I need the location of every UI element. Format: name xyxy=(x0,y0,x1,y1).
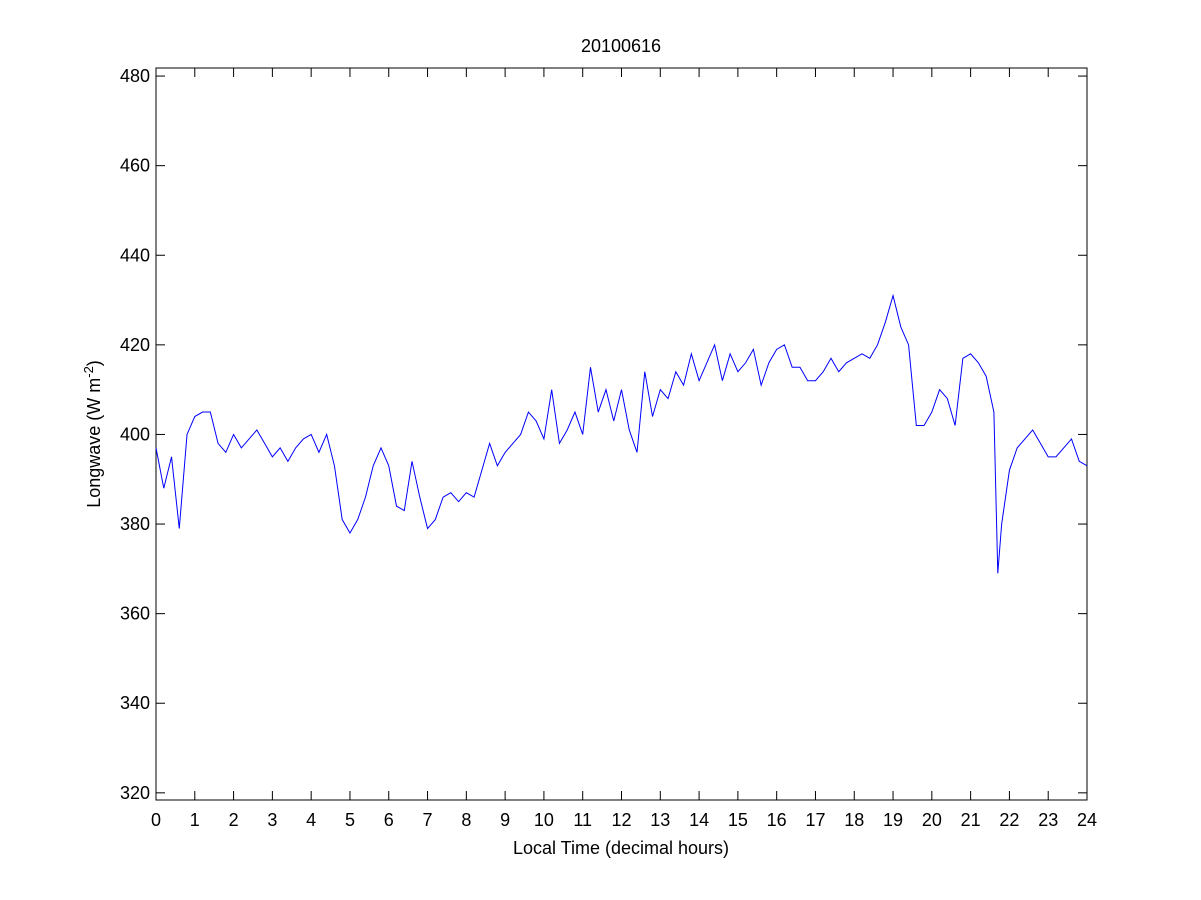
x-tick-label: 11 xyxy=(573,810,592,830)
y-tick-label: 440 xyxy=(120,245,150,265)
y-tick-label: 480 xyxy=(120,66,150,86)
x-tick-label: 22 xyxy=(999,810,1019,830)
y-tick-label: 340 xyxy=(120,693,150,713)
x-tick-label: 8 xyxy=(461,810,471,830)
y-tick-label: 460 xyxy=(120,156,150,176)
x-tick-label: 7 xyxy=(423,810,433,830)
x-axis-label: Local Time (decimal hours) xyxy=(513,838,729,858)
chart-title: 20100616 xyxy=(581,36,661,56)
x-tick-label: 14 xyxy=(689,810,709,830)
x-tick-label: 1 xyxy=(190,810,200,830)
y-axis-label: Longwave (W m-2) xyxy=(81,360,104,508)
y-tick-label: 320 xyxy=(120,783,150,803)
x-tick-label: 4 xyxy=(306,810,316,830)
x-tick-label: 21 xyxy=(961,810,981,830)
x-tick-label: 0 xyxy=(151,810,161,830)
x-tick-label: 9 xyxy=(500,810,510,830)
x-tick-label: 10 xyxy=(534,810,554,830)
x-tick-label: 17 xyxy=(805,810,825,830)
x-tick-label: 12 xyxy=(611,810,631,830)
x-tick-label: 19 xyxy=(883,810,903,830)
y-label-text: Longwave (W m xyxy=(84,378,104,508)
y-tick-label: 380 xyxy=(120,514,150,534)
x-tick-label: 24 xyxy=(1077,810,1097,830)
y-label-superscript: -2 xyxy=(81,366,96,378)
data-line xyxy=(155,293,1088,574)
x-tick-label: 2 xyxy=(229,810,239,830)
y-label-suffix: ) xyxy=(84,360,104,366)
y-tick-label: 360 xyxy=(120,604,150,624)
plot-area xyxy=(155,67,1088,801)
x-tick-label: 5 xyxy=(345,810,355,830)
x-tick-label: 13 xyxy=(650,810,670,830)
x-tick-label: 23 xyxy=(1038,810,1058,830)
y-tick-label: 420 xyxy=(120,335,150,355)
y-tick-label: 400 xyxy=(120,424,150,444)
x-tick-label: 16 xyxy=(767,810,787,830)
x-tick-label: 18 xyxy=(844,810,864,830)
x-tick-label: 3 xyxy=(267,810,277,830)
x-tick-label: 6 xyxy=(384,810,394,830)
x-tick-label: 20 xyxy=(922,810,942,830)
x-tick-label: 15 xyxy=(728,810,748,830)
